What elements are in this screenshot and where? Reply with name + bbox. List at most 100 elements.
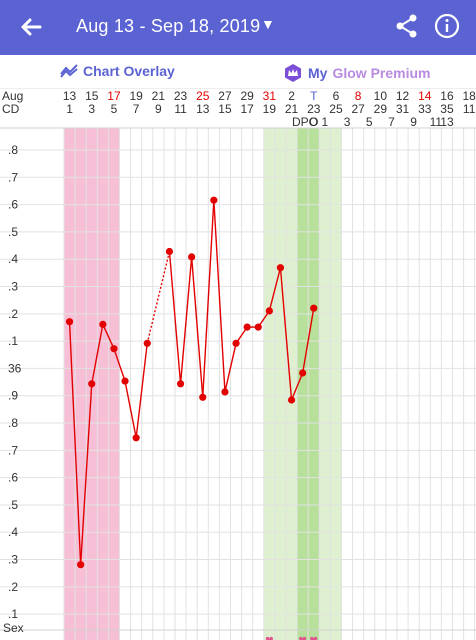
dpo-value-label: 3 <box>344 115 351 129</box>
dpo-value-label: O <box>309 115 318 129</box>
temperature-point <box>110 345 118 353</box>
info-button[interactable] <box>434 13 460 39</box>
cycle-day-label: 19 <box>263 102 277 116</box>
y-tick-label: .3 <box>8 553 18 567</box>
y-tick-label: .2 <box>8 307 18 321</box>
date-label: 21 <box>152 89 166 103</box>
heart-icon: ♥ <box>298 636 307 640</box>
temperature-point <box>121 377 129 385</box>
date-label: 6 <box>333 89 340 103</box>
date-label: 16 <box>440 89 454 103</box>
temperature-line-segment <box>124 380 137 438</box>
cycle-day-label: 15 <box>218 102 232 116</box>
temperature-point <box>199 393 207 401</box>
arrow-left-icon <box>21 18 42 36</box>
dpo-value-label: 13 <box>440 115 454 129</box>
sex-row-label: Sex <box>3 621 24 635</box>
temperature-point <box>188 253 196 261</box>
temperature-point <box>132 434 140 442</box>
date-label: 14 <box>418 89 432 103</box>
temperature-line-segment <box>224 343 237 393</box>
cycle-day-label: 35 <box>440 102 454 116</box>
share-icon <box>396 14 417 38</box>
y-tick-label: .2 <box>8 580 18 594</box>
date-label: 17 <box>107 89 121 103</box>
month-label: Aug <box>2 89 23 103</box>
date-label: 12 <box>396 89 410 103</box>
temperature-line-segment <box>102 324 115 349</box>
date-label: T <box>310 89 318 103</box>
cycle-day-label: 13 <box>196 102 210 116</box>
y-tick-label: .6 <box>8 198 18 212</box>
date-label: 27 <box>218 89 232 103</box>
y-tick-label: .6 <box>8 471 18 485</box>
y-tick-label: .7 <box>8 170 18 184</box>
cycle-day-label: 1 <box>66 102 73 116</box>
temperature-point <box>77 561 85 569</box>
y-tick-label: .8 <box>8 143 18 157</box>
cycle-day-label: 29 <box>374 102 388 116</box>
date-label: 13 <box>63 89 77 103</box>
temperature-point <box>299 369 307 377</box>
caret-down-icon[interactable]: ▼ <box>261 16 275 32</box>
premium-my-label: My <box>308 65 328 81</box>
temperature-line-segment <box>113 348 126 382</box>
chart-overlay-label: Chart Overlay <box>83 63 175 79</box>
temperature-point <box>232 339 240 347</box>
y-tick-label: .8 <box>8 416 18 430</box>
temperature-line-segment <box>279 267 293 401</box>
chart-toolbar: Chart Overlay My Glow Premium <box>0 55 476 89</box>
share-button[interactable] <box>394 13 420 39</box>
bbt-chart[interactable]: .8.7.6.5.4.3.2.136.9.8.7.6.5.4.3.2.1AugC… <box>0 88 476 640</box>
temperature-point <box>210 196 218 204</box>
cycle-day-label: 25 <box>329 102 343 116</box>
date-label: 23 <box>174 89 188 103</box>
y-tick-label: 36 <box>8 361 22 375</box>
cycle-day-label: 27 <box>351 102 365 116</box>
date-label: 29 <box>240 89 254 103</box>
dpo-label: DPO <box>292 115 318 129</box>
crown-icon <box>285 64 301 82</box>
temperature-line-segment <box>190 256 204 398</box>
y-tick-label: .1 <box>8 334 18 348</box>
temperature-point <box>176 380 185 388</box>
date-label: 19 <box>129 89 143 103</box>
temperature-point <box>65 318 74 326</box>
date-range-title[interactable]: Aug 13 - Sep 18, 2019 <box>76 16 261 36</box>
chart-overlay-button[interactable]: Chart Overlay <box>60 63 175 79</box>
y-tick-label: .7 <box>8 443 18 457</box>
dpo-value-label: 5 <box>366 115 373 129</box>
premium-label: Glow Premium <box>332 65 431 81</box>
y-tick-label: .3 <box>8 280 18 294</box>
cycle-day-label: 7 <box>133 102 140 116</box>
temperature-line-segment <box>168 251 182 384</box>
temperature-point <box>254 323 262 331</box>
temperature-line-segment <box>135 343 148 438</box>
y-tick-label: .9 <box>8 389 18 403</box>
cycle-day-label: 33 <box>418 102 432 116</box>
temperature-point <box>287 396 296 404</box>
temperature-point <box>310 304 318 312</box>
cycle-day-label: 9 <box>155 102 162 116</box>
cd-label: CD <box>2 102 20 116</box>
cycle-day-label: 3 <box>88 102 95 116</box>
cycle-day-label: 11 <box>463 102 476 116</box>
temperature-line-segment <box>146 251 171 344</box>
glow-premium-button[interactable]: My Glow Premium <box>283 63 430 83</box>
cycle-day-label: 21 <box>285 102 299 116</box>
heart-icon: ♥ <box>309 636 318 640</box>
dpo-value-label: 1 <box>322 115 329 129</box>
date-label: 31 <box>263 89 277 103</box>
date-label: 15 <box>85 89 99 103</box>
cycle-day-label: 11 <box>174 102 187 116</box>
y-tick-label: .5 <box>8 225 18 239</box>
y-tick-label: .1 <box>8 607 18 621</box>
dpo-value-label: 7 <box>388 115 395 129</box>
date-label: 10 <box>374 89 388 103</box>
temperature-line-segment <box>91 324 104 384</box>
temperature-line-segment <box>301 308 315 374</box>
back-button[interactable] <box>16 12 46 42</box>
cycle-day-label: 23 <box>307 102 321 116</box>
temperature-point <box>221 388 229 396</box>
temperature-point <box>165 247 174 256</box>
